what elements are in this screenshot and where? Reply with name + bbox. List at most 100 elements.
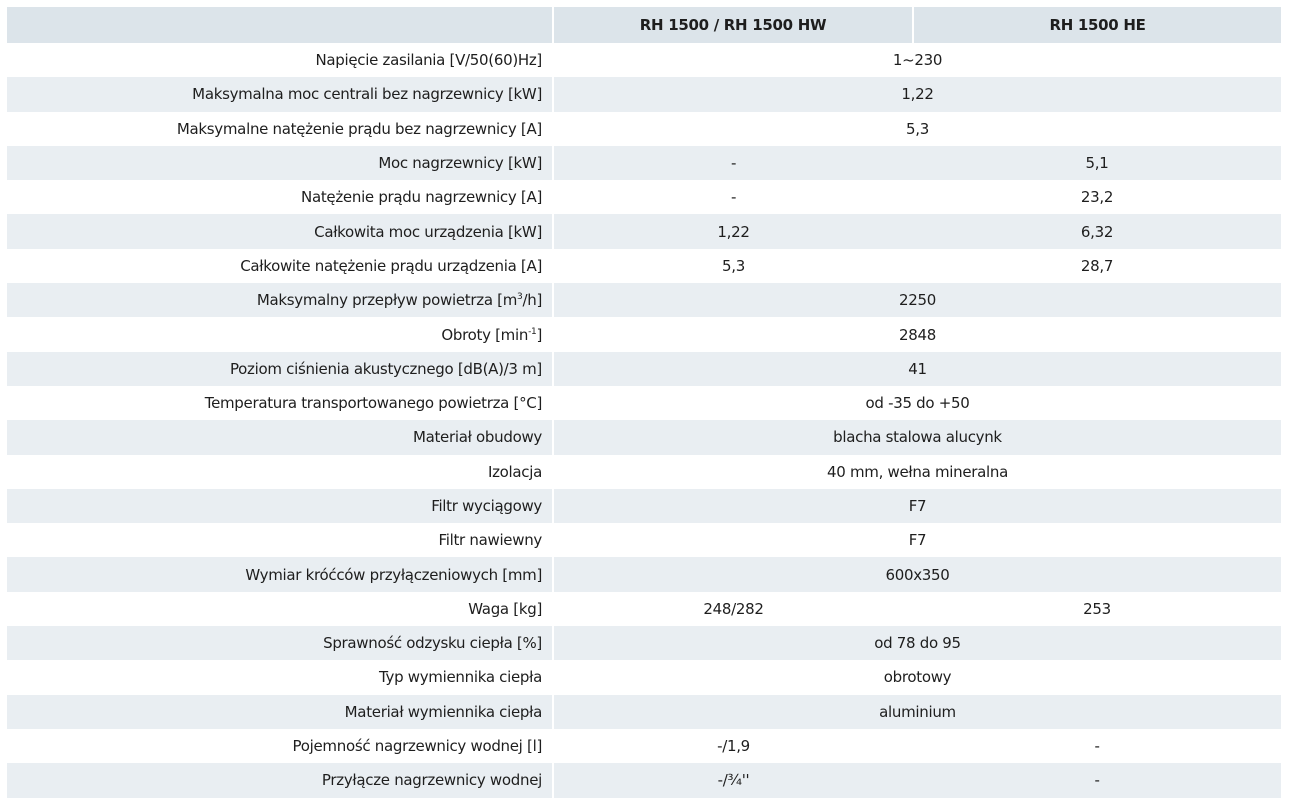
row-label: Sprawność odzysku ciepła [%] [7,626,554,661]
table-row: Temperatura transportowanego powietrza [… [7,385,1281,421]
value-shared: F7 [553,523,1281,558]
spec-table-container: RH 1500 / RH 1500 HW RH 1500 HE Napięcie… [7,7,1281,798]
label-text: Sprawność odzysku ciepła [%] [323,634,542,653]
row-label: Typ wymiennika ciepła [7,660,554,695]
row-label: Przyłącze nagrzewnicy wodnej [7,763,554,798]
label-text: Materiał wymiennika ciepła [344,702,543,721]
table-row: Poziom ciśnienia akustycznego [dB(A)/3 m… [7,351,1281,386]
header-model-b: RH 1500 HE [912,7,1281,43]
value-shared: 5,3 [553,111,1281,146]
row-label: Materiał wymiennika ciepła [7,694,554,729]
row-label: Maksymalna moc centrali bez nagrzewnicy … [7,77,554,112]
value-shared: 41 [553,351,1281,386]
value-shared: aluminium [553,694,1281,729]
value-shared: 2250 [553,283,1281,318]
table-row: Waga [kg] 248/282 253 [7,591,1281,627]
row-label: Moc nagrzewnicy [kW] [7,145,554,181]
table-row: Całkowite natężenie prądu urządzenia [A]… [7,248,1281,284]
label-text: Natężenie prądu nagrzewnicy [A] [301,188,542,207]
label-text: Materiał obudowy [412,428,542,447]
value-model-a: - [553,145,913,181]
label-text: Izolacja [487,462,542,481]
value-model-a: - [553,180,913,215]
value-model-a: 5,3 [553,248,913,284]
label-text: Poziom ciśnienia akustycznego [dB(A)/3 m… [229,359,542,378]
row-label: Filtr nawiewny [7,523,554,558]
label-text: Pojemność nagrzewnicy wodnej [l] [292,737,543,756]
table-row: Materiał obudowy blacha stalowa alucynk [7,420,1281,455]
value-shared: 1,22 [553,77,1281,112]
table-row: Izolacja 40 mm, wełna mineralna [7,454,1281,489]
value-model-b: 23,2 [913,180,1281,215]
value-model-b: - [913,728,1281,764]
row-label: Maksymalne natężenie prądu bez nagrzewni… [7,111,554,146]
value-shared: 1~230 [553,43,1281,78]
value-shared: 2848 [553,317,1281,352]
table-row: Obroty [min-1] 2848 [7,317,1281,352]
header-label-column [7,7,553,43]
value-model-a: -/1,9 [553,728,913,764]
table-row: Filtr nawiewny F7 [7,523,1281,558]
label-text: Napięcie zasilania [V/50(60)Hz] [315,51,542,70]
label-text: Wymiar króćców przyłączeniowych [mm] [245,565,542,584]
value-shared: blacha stalowa alucynk [553,420,1281,455]
label-text: Obroty [min [441,325,529,344]
value-model-a: 248/282 [553,591,913,627]
header-model-a: RH 1500 / RH 1500 HW [552,7,913,43]
row-label: Waga [kg] [7,591,554,627]
label-text: Filtr nawiewny [438,531,542,550]
table-row: Napięcie zasilania [V/50(60)Hz] 1~230 [7,43,1281,78]
table-row: Całkowita moc urządzenia [kW] 1,22 6,32 [7,214,1281,249]
label-text: Filtr wyciągowy [431,497,542,515]
label-text: Moc nagrzewnicy [kW] [378,154,542,173]
table-row: Filtr wyciągowy F7 [7,488,1281,524]
value-model-a: -/¾'' [553,763,913,798]
value-shared: 40 mm, wełna mineralna [553,454,1281,489]
label-text-end: ] [536,325,542,344]
table-row: Materiał wymiennika ciepła aluminium [7,694,1281,729]
row-label: Wymiar króćców przyłączeniowych [mm] [7,557,554,592]
table-row: Maksymalne natężenie prądu bez nagrzewni… [7,111,1281,146]
row-label: Pojemność nagrzewnicy wodnej [l] [7,728,554,764]
label-text: Maksymalna moc centrali bez nagrzewnicy … [192,85,542,104]
label-text: Maksymalne natężenie prądu bez nagrzewni… [176,119,542,138]
value-model-b: 28,7 [913,248,1281,284]
value-model-b: 253 [913,591,1281,627]
label-text: Przyłącze nagrzewnicy wodnej [321,771,542,790]
label-text: Typ wymiennika ciepła [378,668,542,687]
value-model-b: 6,32 [913,214,1281,249]
label-text: Waga [kg] [468,599,542,618]
row-label: Izolacja [7,454,554,489]
label-text: Całkowita moc urządzenia [kW] [314,222,542,241]
header-row: RH 1500 / RH 1500 HW RH 1500 HE [7,7,1281,43]
row-label: Napięcie zasilania [V/50(60)Hz] [7,43,554,78]
table-row: Wymiar króćców przyłączeniowych [mm] 600x… [7,557,1281,592]
row-label: Maksymalny przepływ powietrza [m3/h] [7,283,554,318]
table-row: Moc nagrzewnicy [kW] -5,1 [7,145,1281,181]
table-row: Maksymalna moc centrali bez nagrzewnicy … [7,77,1281,112]
row-label: Całkowita moc urządzenia [kW] [7,214,554,249]
value-shared: F7 [553,488,1281,524]
table-row: Maksymalny przepływ powietrza [m3/h] 2250 [7,283,1281,318]
value-model-a: 1,22 [553,214,913,249]
value-shared: od -35 do +50 [553,385,1281,421]
value-shared: 600x350 [553,557,1281,592]
label-superscript: 3 [517,292,523,303]
value-shared: obrotowy [553,660,1281,695]
label-text: Całkowite natężenie prądu urządzenia [A] [240,256,542,275]
spec-table: RH 1500 / RH 1500 HW RH 1500 HE Napięcie… [7,7,1281,798]
table-row: Przyłącze nagrzewnicy wodnej -/¾'' - [7,763,1281,798]
row-label: Natężenie prądu nagrzewnicy [A] [7,180,554,215]
label-text-end: /h] [522,291,542,310]
row-label: Poziom ciśnienia akustycznego [dB(A)/3 m… [7,351,554,386]
row-label: Obroty [min-1] [7,317,554,352]
table-row: Typ wymiennika ciepła obrotowy [7,660,1281,695]
row-label: Temperatura transportowanego powietrza [… [7,385,554,421]
row-label: Materiał obudowy [7,420,554,455]
label-text: Temperatura transportowanego powietrza [… [204,394,543,413]
table-row: Pojemność nagrzewnicy wodnej [l] -/1,9- [7,728,1281,764]
label-text: Maksymalny przepływ powietrza [m [256,291,518,310]
table-row: Sprawność odzysku ciepła [%] od 78 do 95 [7,626,1281,661]
row-label: Filtr wyciągowy [7,488,554,524]
value-shared: od 78 do 95 [553,626,1281,661]
